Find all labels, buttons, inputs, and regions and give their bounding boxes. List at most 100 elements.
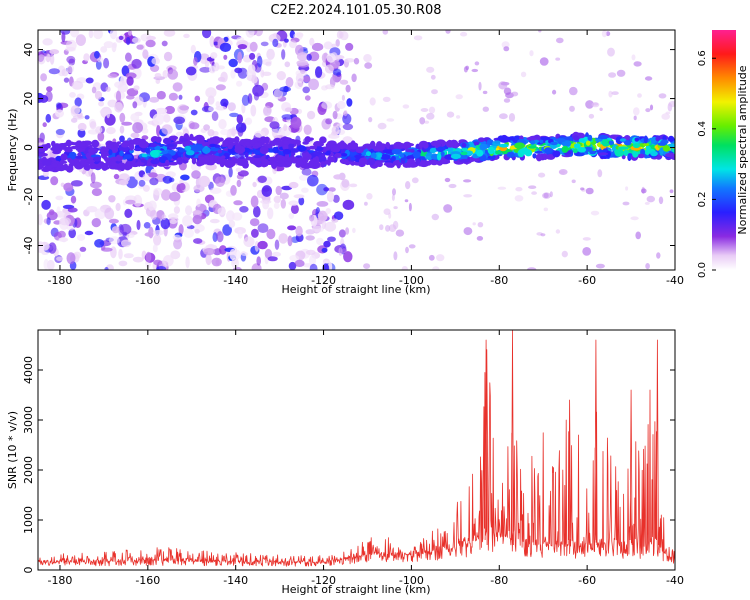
heatmap-noise-blob [625,186,629,191]
heatmap-band-blob [228,138,238,143]
colorbar-label: Normalized spectral amplitude [736,65,749,234]
heatmap-noise-blob [588,113,595,119]
heatmap-band-blob [50,146,60,152]
heatmap-noise-blob [332,68,342,76]
heatmap-band-blob [474,158,480,162]
heatmap-noise-blob [205,253,212,266]
heatmap-noise-blob [353,57,360,65]
heatmap-band-blob [313,141,324,147]
heatmap-band-blob [367,157,376,166]
heatmap-noise-blob [70,30,79,38]
heatmap-noise-blob [316,201,329,207]
heatmap-noise-blob [170,250,181,260]
heatmap-noise-blob [203,248,215,256]
heatmap-band-blob [358,157,368,165]
heatmap-band-blob [100,147,105,154]
heatmap-band-blob [447,146,454,153]
heatmap-noise-blob [305,249,316,256]
heatmap-noise-blob [309,263,318,270]
heatmap-band-blob [499,136,511,143]
heatmap-noise-blob [77,234,86,241]
heatmap-noise-blob [287,235,293,247]
heatmap-noise-blob [432,266,440,270]
heatmap-noise-blob [257,55,263,68]
heatmap-band-blob [532,153,537,159]
heatmap-noise-blob [327,236,336,242]
heatmap-noise-blob [257,240,268,250]
heatmap-noise-blob [49,53,55,65]
heatmap-band-blob [460,151,468,156]
heatmap-noise-blob [61,31,66,43]
heatmap-noise-blob [265,61,272,67]
heatmap-noise-blob [379,224,384,231]
heatmap-band-blob [325,150,331,156]
heatmap-noise-blob [420,108,429,112]
x-tick-label: -180 [47,574,72,587]
heatmap-noise-blob [119,125,125,134]
heatmap-band-blob [527,137,537,141]
heatmap-noise-blob [178,224,184,236]
heatmap-noise-blob [49,49,60,55]
heatmap-band-blob [164,159,170,167]
heatmap-noise-blob [169,219,178,225]
figure-title: C2E2.2024.101.05.30.R08 [270,3,441,18]
heatmap-noise-blob [130,113,140,122]
heatmap-noise-blob [510,91,519,97]
heatmap-band-blob [267,156,278,161]
heatmap-noise-blob [59,217,71,226]
heatmap-band-blob [429,147,437,154]
heatmap-noise-blob [148,226,154,239]
heatmap-noise-blob [220,129,230,136]
heatmap-band-blob [41,144,46,150]
heatmap-band-blob [59,159,65,165]
heatmap-noise-blob [272,38,279,48]
heatmap-noise-blob [218,245,227,255]
heatmap-noise-blob [236,37,245,42]
heatmap-band-blob [110,146,119,153]
heatmap-noise-blob [392,188,396,196]
heatmap-noise-blob [56,256,64,261]
heatmap-band-blob [393,141,404,150]
heatmap-noise-blob [345,84,351,93]
heatmap-band-blob [130,139,140,144]
heatmap-noise-blob [601,30,608,38]
heatmap-noise-blob [633,61,642,67]
heatmap-noise-blob [280,199,286,209]
heatmap-noise-blob [194,95,201,103]
heatmap-noise-blob [55,109,64,118]
heatmap-noise-blob [167,69,179,80]
heatmap-noise-blob [306,53,312,61]
heatmap-noise-blob [103,41,114,49]
heatmap-band-blob [273,141,284,146]
heatmap-noise-blob [252,181,257,188]
heatmap-noise-blob [428,106,436,114]
heatmap-noise-blob [70,105,81,115]
heatmap-noise-blob [631,54,636,61]
heatmap-noise-blob [194,228,200,234]
heatmap-noise-blob [597,169,603,178]
heatmap-noise-blob [622,201,630,206]
heatmap-band-blob [407,158,415,164]
heatmap-noise-blob [91,188,102,197]
heatmap-noise-blob [84,115,90,120]
heatmap-noise-blob [463,227,473,236]
heatmap-band-blob [632,150,639,158]
heatmap-band-blob [280,136,291,142]
heatmap-noise-blob [143,222,151,229]
heatmap-noise-blob [104,267,109,270]
heatmap-noise-blob [296,60,309,66]
heatmap-band-blob [413,151,421,159]
heatmap-noise-blob [208,106,215,112]
y-tick-label: 4000 [22,356,35,384]
heatmap-noise-blob [38,213,43,226]
heatmap-band-blob [506,151,516,158]
heatmap-noise-blob [419,117,426,125]
heatmap-band-blob [168,135,179,140]
heatmap-band-blob [120,142,129,148]
heatmap-noise-blob [408,244,416,249]
y-tick-label: 40 [22,43,35,57]
heatmap-noise-blob [223,54,228,60]
heatmap-band-blob [495,150,502,155]
heatmap-band-blob [623,149,629,156]
heatmap-noise-blob [428,254,435,261]
